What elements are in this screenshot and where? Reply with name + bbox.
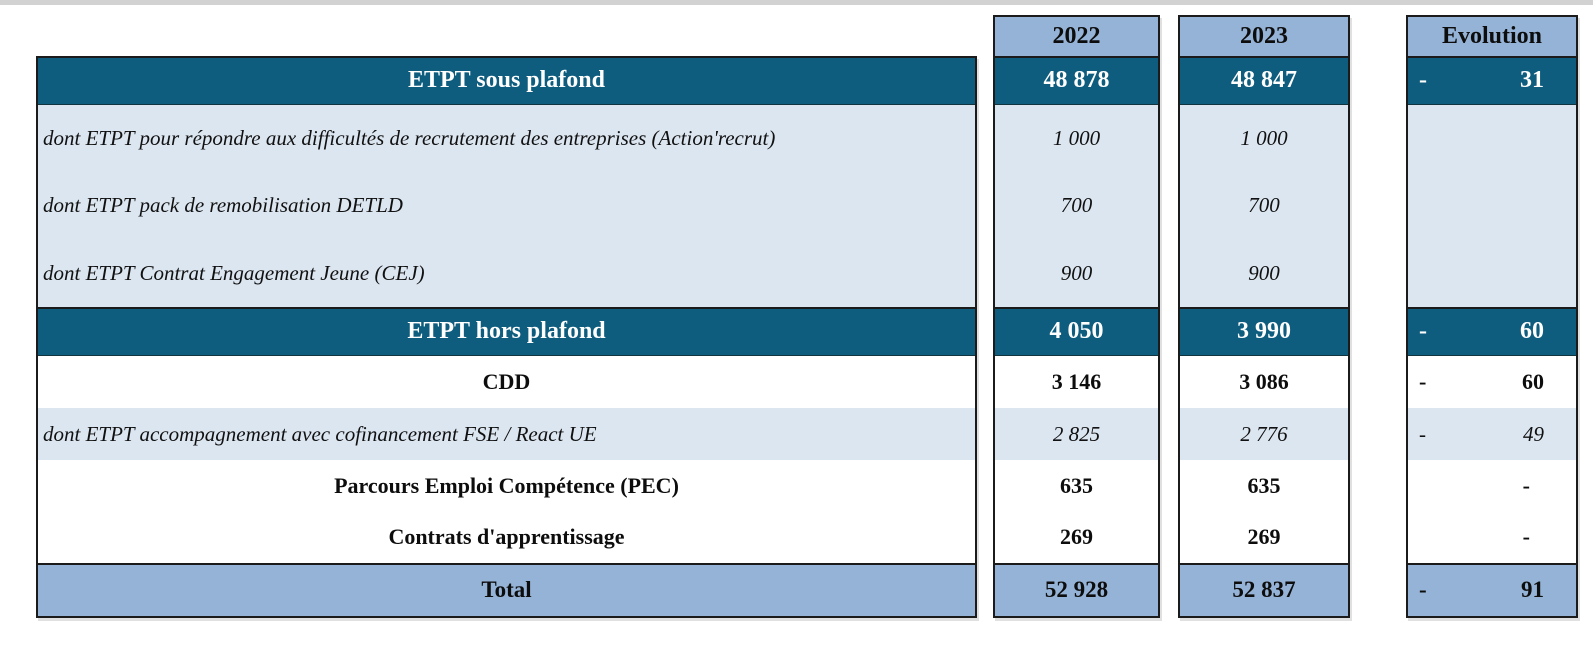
row-cdd: CDD	[38, 356, 975, 408]
cell-value: 48 878	[1043, 67, 1110, 94]
value-cell: 48 847	[1180, 58, 1348, 105]
row-label: ETPT hors plafond	[407, 318, 606, 345]
row-label: Parcours Emploi Compétence (PEC)	[334, 472, 679, 498]
evolution-cell: - 31	[1408, 58, 1576, 105]
row-label: dont ETPT pour répondre aux difficultés …	[43, 126, 776, 151]
evolution-cell	[1408, 105, 1576, 172]
value-cell: 52 837	[1180, 563, 1348, 616]
minus-sign: -	[1419, 421, 1426, 446]
cell-value: 2 825	[1052, 421, 1101, 446]
cell-value: 1 000	[1052, 126, 1101, 151]
column-2023: 2023 48 847 1 000 700 900 3 990 3 086 2 …	[1178, 15, 1350, 618]
row-dont-detld: dont ETPT pack de remobilisation DETLD	[38, 172, 975, 239]
row-etpt-sous-plafond: ETPT sous plafond	[38, 58, 975, 105]
evolution-cell: - 49	[1408, 408, 1576, 460]
row-label: dont ETPT Contrat Engagement Jeune (CEJ)	[43, 260, 425, 285]
row-dont-action-recrut: dont ETPT pour répondre aux difficultés …	[38, 105, 975, 172]
value-cell: 700	[995, 172, 1158, 239]
column-header-2022: 2022	[995, 17, 1158, 58]
cell-value: 3 990	[1237, 318, 1291, 345]
value-cell: 635	[995, 460, 1158, 511]
minus-sign: -	[1419, 67, 1427, 94]
value-cell: 1 000	[1180, 105, 1348, 172]
value-cell: 3 146	[995, 356, 1158, 408]
cell-value: 52 928	[1044, 577, 1109, 603]
cell-value: 49	[1523, 421, 1544, 446]
value-cell: 48 878	[995, 58, 1158, 105]
row-dont-fse: dont ETPT accompagnement avec cofinancem…	[38, 408, 975, 460]
cell-value: 700	[1060, 193, 1093, 218]
value-cell: 1 000	[995, 105, 1158, 172]
value-cell: 4 050	[995, 307, 1158, 356]
value-cell: 2 825	[995, 408, 1158, 460]
row-apprentissage: Contrats d'apprentissage	[38, 511, 975, 563]
row-label: Contrats d'apprentissage	[388, 524, 625, 550]
cell-value: 48 847	[1231, 67, 1297, 94]
cell-value: 60	[1522, 369, 1544, 395]
cell-value: 900	[1060, 260, 1093, 285]
row-pec: Parcours Emploi Compétence (PEC)	[38, 460, 975, 511]
cell-value: 269	[1060, 524, 1093, 550]
cell-value: 2 776	[1240, 421, 1288, 446]
cell-value: 700	[1248, 193, 1280, 218]
column-evolution: Evolution - 31 - 60 - 60 - 49 - - - 91	[1406, 15, 1578, 618]
labels-table: ETPT sous plafond dont ETPT pour répondr…	[36, 56, 977, 618]
value-cell: 900	[995, 239, 1158, 307]
value-cell: 52 928	[995, 563, 1158, 616]
row-label: dont ETPT accompagnement avec cofinancem…	[43, 421, 597, 446]
cell-value: 91	[1521, 577, 1544, 603]
cell-value: 269	[1247, 524, 1281, 550]
row-label: dont ETPT pack de remobilisation DETLD	[43, 193, 403, 218]
row-dont-cej: dont ETPT Contrat Engagement Jeune (CEJ)	[38, 239, 975, 307]
value-cell: 3 990	[1180, 307, 1348, 356]
cell-value: 3 086	[1239, 369, 1289, 395]
evolution-cell: -	[1408, 460, 1576, 511]
cell-value: 900	[1248, 260, 1280, 285]
cell-value: 635	[1247, 472, 1281, 498]
cell-value: 52 837	[1232, 577, 1296, 603]
row-label: CDD	[482, 369, 531, 395]
column-header-label: 2023	[1240, 23, 1288, 49]
cell-value: 4 050	[1049, 318, 1104, 345]
row-total: Total	[38, 563, 975, 616]
column-header-evolution: Evolution	[1408, 17, 1576, 58]
row-label: ETPT sous plafond	[408, 67, 605, 94]
value-cell: 700	[1180, 172, 1348, 239]
evolution-cell	[1408, 172, 1576, 239]
evolution-cell: -	[1408, 511, 1576, 563]
minus-sign: -	[1419, 369, 1427, 395]
cell-value: 635	[1060, 472, 1093, 498]
value-cell: 3 086	[1180, 356, 1348, 408]
cell-value: 60	[1520, 318, 1544, 345]
evolution-cell: - 60	[1408, 307, 1576, 356]
evolution-cell	[1408, 239, 1576, 307]
column-header-label: 2022	[1052, 23, 1101, 49]
top-gray-strip	[0, 0, 1593, 5]
cell-value: -	[1522, 524, 1530, 550]
column-header-2023: 2023	[1180, 17, 1348, 58]
column-header-label: Evolution	[1441, 23, 1543, 49]
value-cell: 900	[1180, 239, 1348, 307]
value-cell: 2 776	[1180, 408, 1348, 460]
evolution-cell: - 91	[1408, 563, 1576, 616]
value-cell: 269	[995, 511, 1158, 563]
cell-value: 3 146	[1051, 369, 1102, 395]
value-cell: 635	[1180, 460, 1348, 511]
value-cell: 269	[1180, 511, 1348, 563]
minus-sign: -	[1419, 577, 1427, 603]
cell-value: 31	[1520, 67, 1544, 94]
evolution-cell: - 60	[1408, 356, 1576, 408]
column-2022: 2022 48 878 1 000 700 900 4 050 3 146 2 …	[993, 15, 1160, 618]
row-etpt-hors-plafond: ETPT hors plafond	[38, 307, 975, 356]
cell-value: 1 000	[1240, 126, 1288, 151]
cell-value: -	[1522, 472, 1530, 498]
minus-sign: -	[1419, 318, 1427, 345]
row-label: Total	[481, 577, 532, 603]
